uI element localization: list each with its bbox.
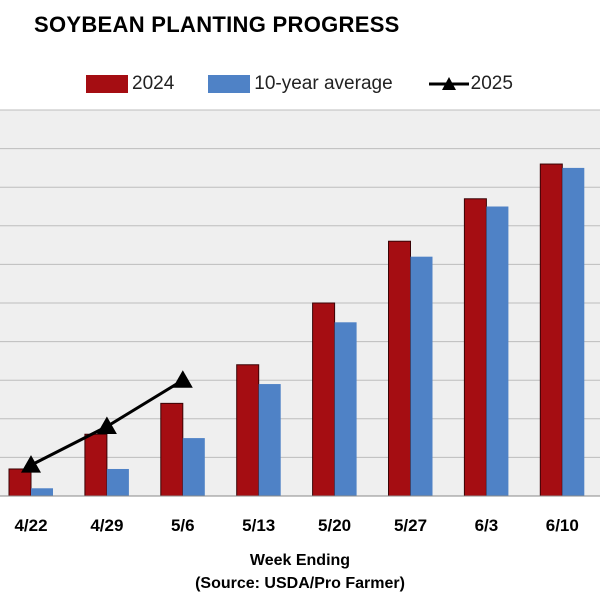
marker-2025-2 [172,370,193,388]
bar-2024-5-27 [388,240,411,497]
bar-2024-5-20 [312,302,336,497]
x-tick-label: 5/20 [318,516,351,535]
legend-label-2024: 2024 [132,73,175,94]
bar-10-year-average-5-27 [410,256,433,496]
legend-item-10-year-average: 10-year average [208,73,393,95]
chart-legend: 2024 10-year average 2025 [86,70,513,98]
legend-swatch-2024 [86,75,128,93]
legend-swatch-10-year-average [208,75,251,93]
bar-2024-5-6 [160,402,184,497]
chart-title: SOYBEAN PLANTING PROGRESS [34,12,400,37]
legend-item-2024: 2024 [86,73,174,95]
legend-label-10-year-average: 10-year average [254,73,393,94]
x-tick-label: 6/3 [475,516,499,535]
x-tick-label: 4/22 [14,516,47,535]
bar-10-year-average-5-6 [182,438,205,496]
source-note: (Source: USDA/Pro Farmer) [195,575,405,592]
x-axis-label: Week Ending [249,552,351,569]
bar-10-year-average-4-29 [106,468,129,496]
marker-2025-1 [96,416,117,435]
bar-2024-6-3 [463,198,487,497]
bar-2024-4-29 [84,433,108,497]
x-tick-label: 5/27 [394,516,427,535]
marker-2025-0 [21,455,41,473]
legend-swatch-2025 [428,77,469,90]
bar-2024-6-10 [539,163,563,497]
bar-10-year-average-4-22 [31,488,53,496]
legend-item-2025: 2025 [427,73,513,95]
bar-10-year-average-6-10 [562,167,585,496]
x-tick-label: 5/6 [171,516,195,535]
bar-2024-5-13 [236,364,260,497]
legend-label-2025: 2025 [470,73,513,94]
x-tick-label: 4/29 [90,516,123,535]
bar-10-year-average-6-3 [486,206,509,496]
bar-2024-4-22 [8,468,32,497]
x-tick-label: 5/13 [242,516,275,535]
x-tick-label: 6/10 [546,516,579,535]
bar-10-year-average-5-13 [258,384,281,496]
bar-10-year-average-5-20 [334,322,357,496]
